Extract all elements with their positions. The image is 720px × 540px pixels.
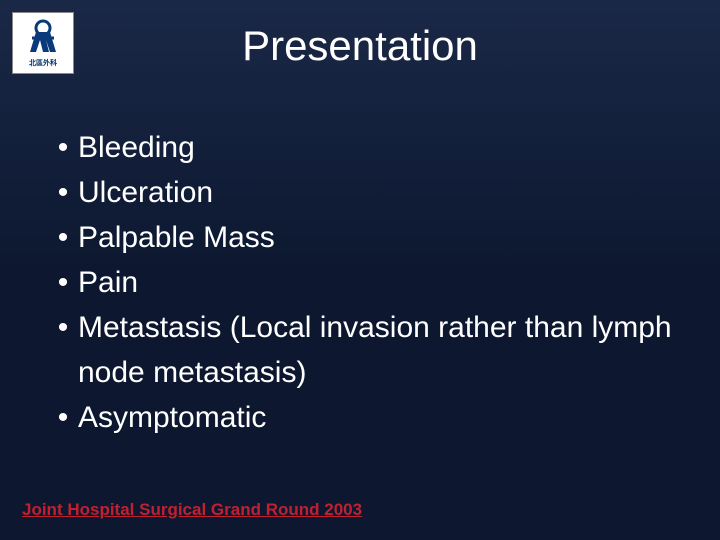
list-item: • Metastasis (Local invasion rather than…	[48, 305, 680, 395]
list-item: • Palpable Mass	[48, 215, 680, 260]
bullet-text: Palpable Mass	[78, 215, 680, 260]
bullet-text: Metastasis (Local invasion rather than l…	[78, 305, 680, 395]
bullet-text: Ulceration	[78, 170, 680, 215]
list-item: • Bleeding	[48, 125, 680, 170]
bullet-text: Asymptomatic	[78, 395, 680, 440]
bullet-marker: •	[48, 305, 78, 350]
list-item: • Asymptomatic	[48, 395, 680, 440]
slide-title: Presentation	[0, 22, 720, 70]
bullet-marker: •	[48, 170, 78, 215]
bullet-text: Pain	[78, 260, 680, 305]
bullet-list: • Bleeding • Ulceration • Palpable Mass …	[48, 125, 680, 440]
list-item: • Pain	[48, 260, 680, 305]
bullet-marker: •	[48, 215, 78, 260]
bullet-marker: •	[48, 395, 78, 440]
bullet-marker: •	[48, 260, 78, 305]
footer-text: Joint Hospital Surgical Grand Round 2003	[22, 500, 362, 520]
list-item: • Ulceration	[48, 170, 680, 215]
bullet-text: Bleeding	[78, 125, 680, 170]
slide: 北區外科 Presentation • Bleeding • Ulceratio…	[0, 0, 720, 540]
bullet-marker: •	[48, 125, 78, 170]
